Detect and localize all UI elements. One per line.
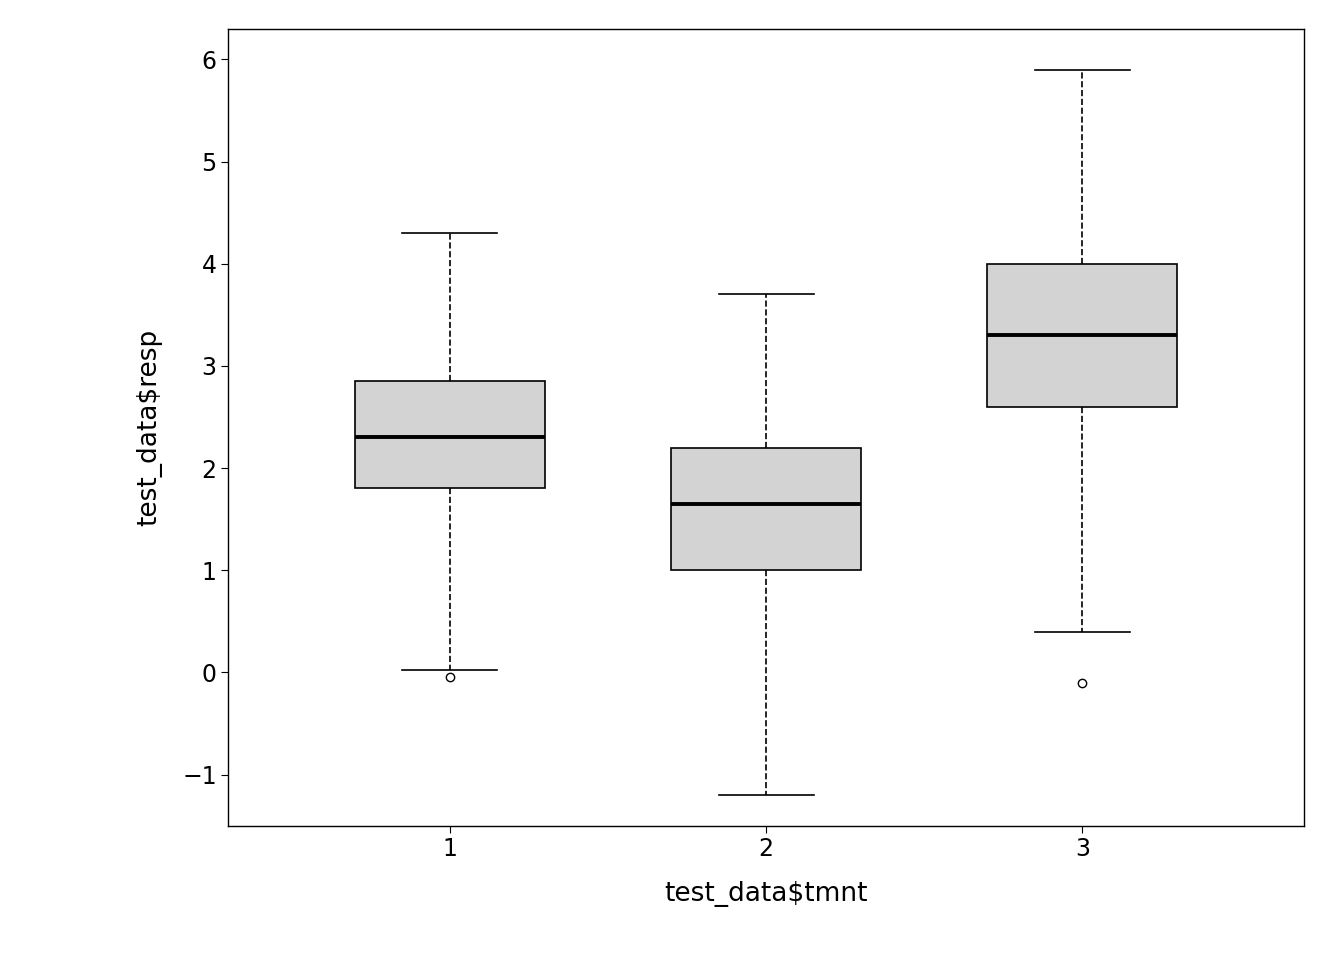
PathPatch shape: [988, 264, 1177, 407]
PathPatch shape: [355, 381, 544, 489]
Y-axis label: test_data$resp: test_data$resp: [137, 328, 163, 526]
PathPatch shape: [671, 447, 862, 570]
X-axis label: test_data$tmnt: test_data$tmnt: [664, 881, 868, 907]
